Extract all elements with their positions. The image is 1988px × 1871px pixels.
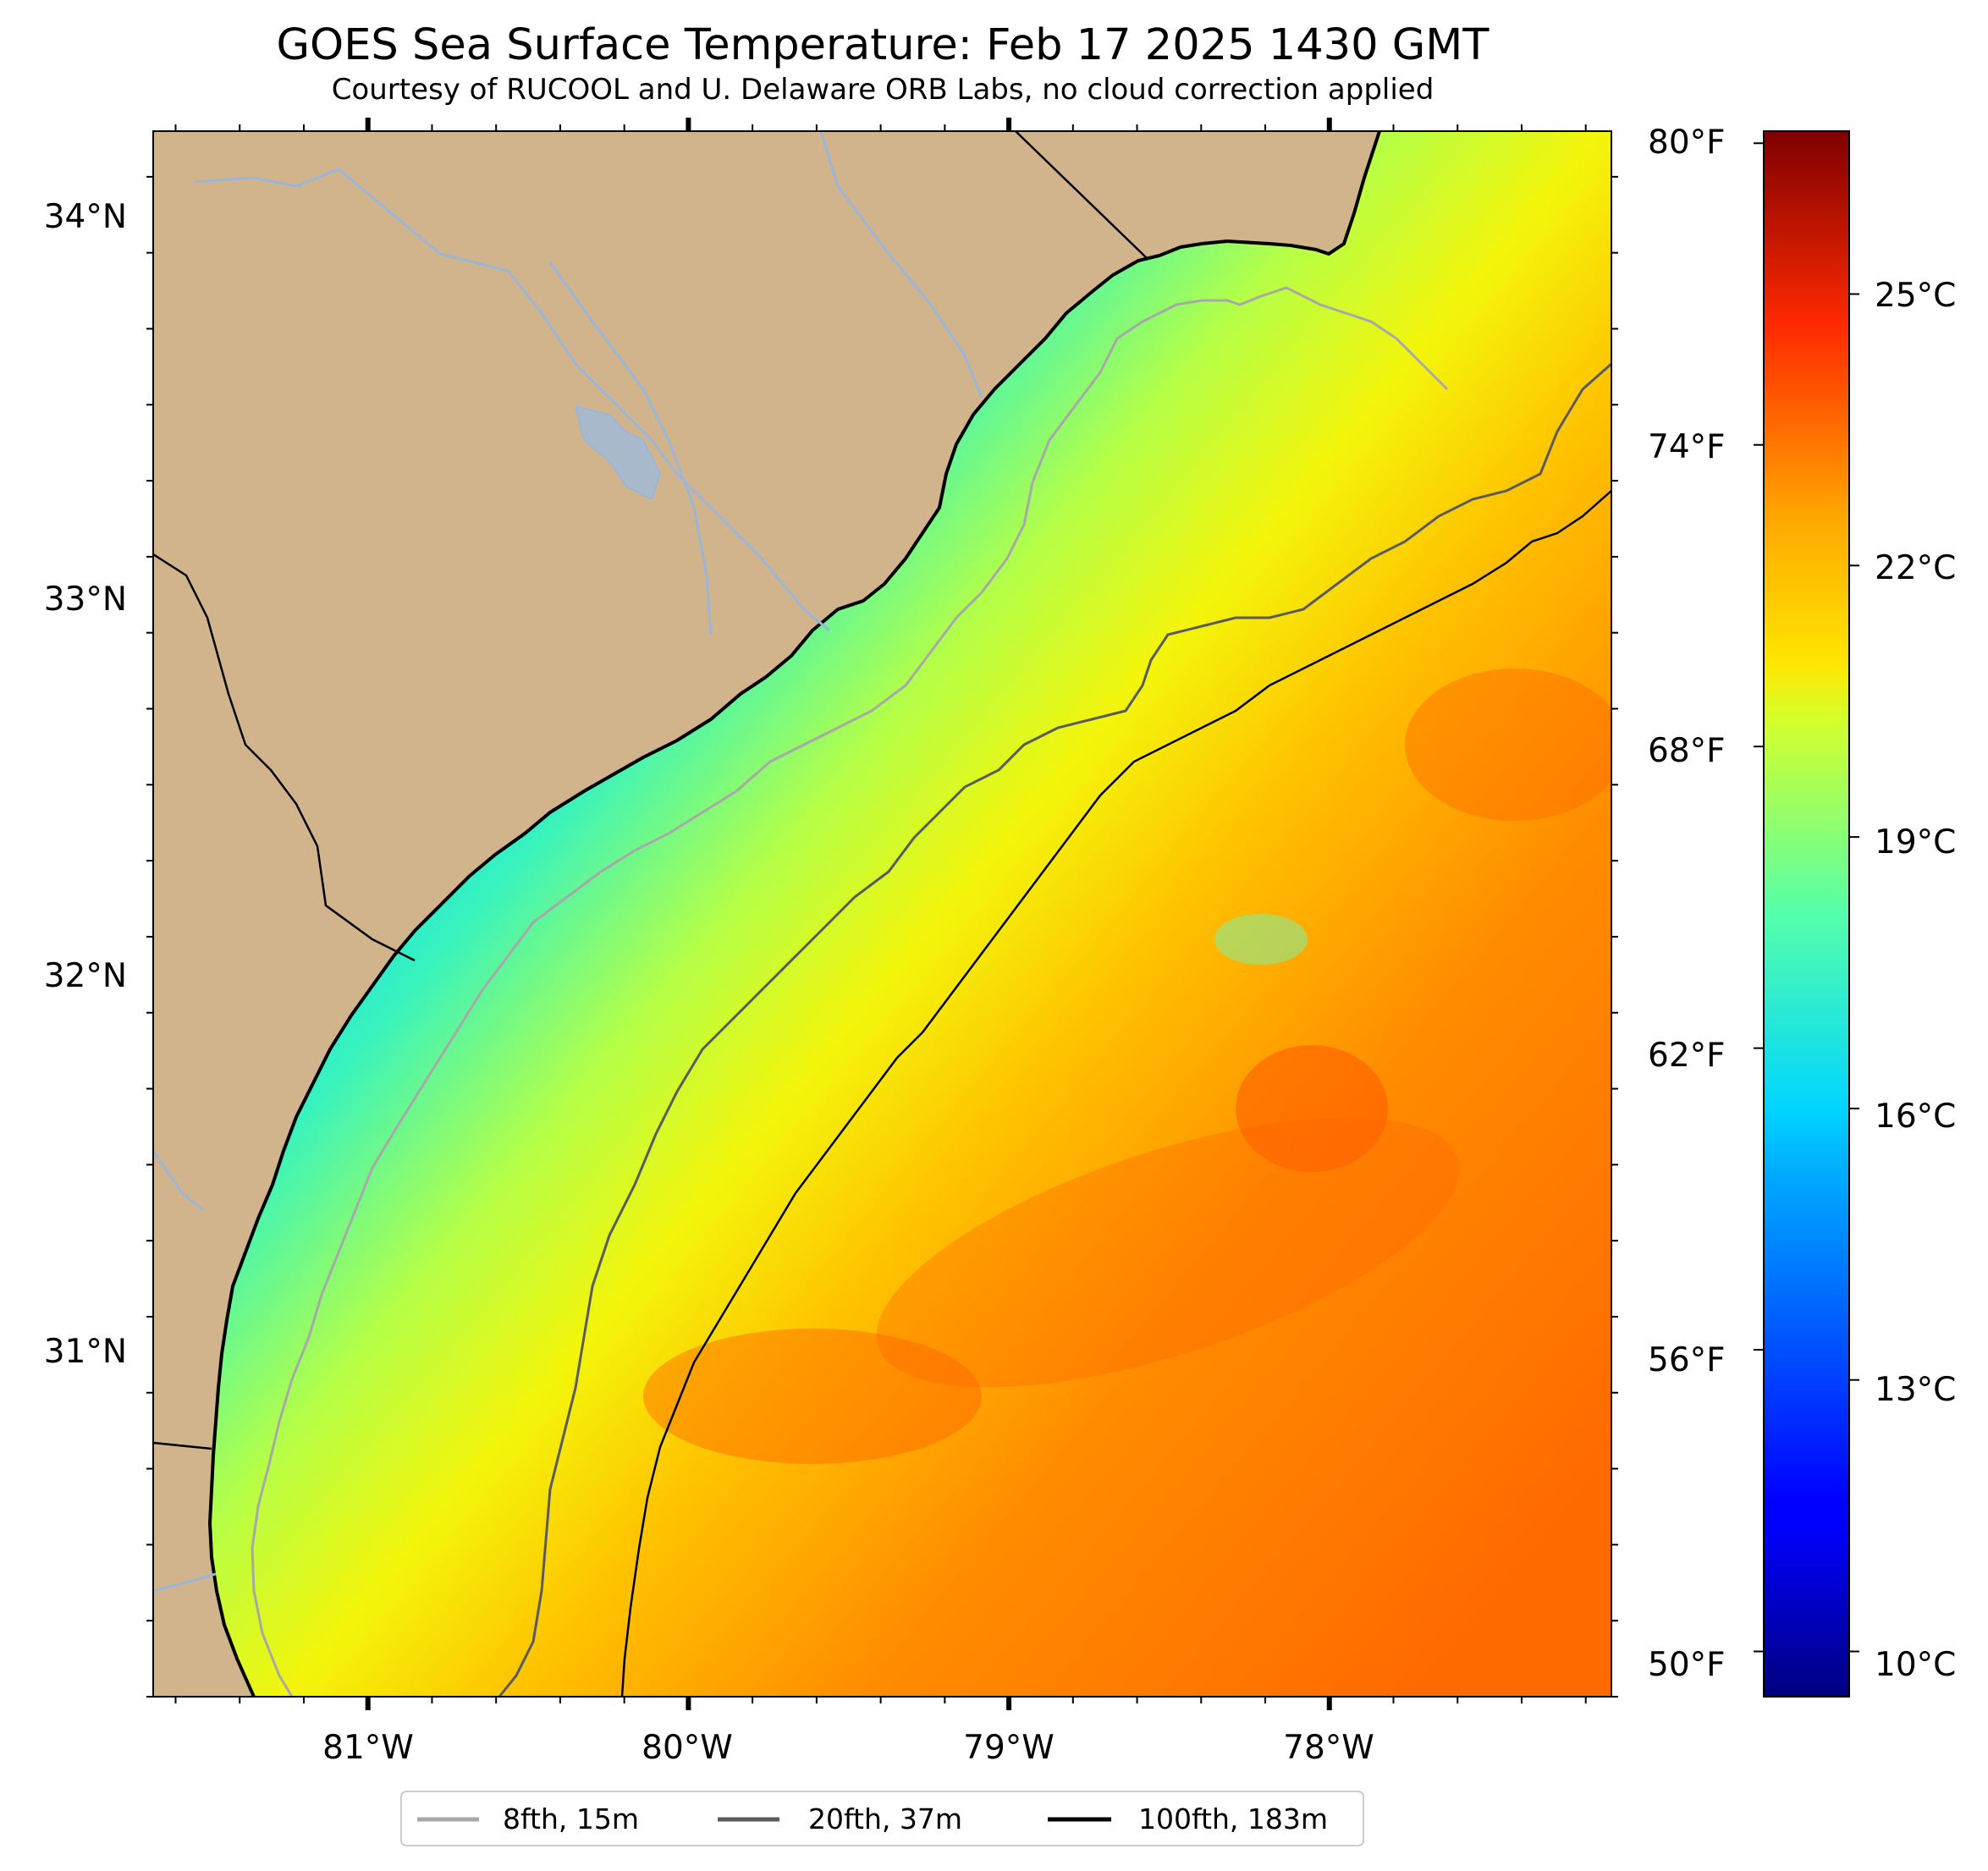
legend-label-20fth: 20fth, 37m (808, 1802, 962, 1835)
lat-label-34: 34°N (44, 198, 127, 236)
river (153, 1572, 217, 1593)
celsius-labels: 25°C 22°C 19°C 16°C 13°C 10°C (1875, 277, 1956, 1684)
c-label-25: 25°C (1875, 277, 1956, 315)
lon-label-79: 79°W (963, 1729, 1055, 1767)
f-label-50: 50°F (1648, 1646, 1726, 1684)
c-label-16: 16°C (1875, 1098, 1956, 1136)
f-label-68: 68°F (1648, 732, 1726, 770)
state-boundary-nc-sc (1015, 131, 1148, 259)
isobath-100fth (620, 490, 1611, 1697)
lat-label-32: 32°N (44, 957, 127, 995)
isobath-20fth (498, 362, 1611, 1697)
south-warm (643, 1329, 982, 1464)
f-label-74: 74°F (1648, 428, 1726, 466)
lon-label-78: 78°W (1283, 1729, 1374, 1767)
river (153, 1150, 204, 1212)
lon-label-81: 81°W (322, 1729, 414, 1767)
legend: 8fth, 15m 20fth, 37m 100fth, 183m (400, 1791, 1364, 1846)
lat-tick-labels: 34°N 33°N 32°N 31°N (44, 198, 127, 1371)
warm-band-east (1405, 669, 1611, 821)
f-label-62: 62°F (1648, 1037, 1726, 1075)
river (819, 131, 983, 399)
colorbar-ticks (1754, 142, 1859, 1653)
state-boundary-sc-ga (153, 553, 416, 962)
lake (574, 404, 662, 501)
legend-label-100fth: 100fth, 183m (1138, 1802, 1328, 1835)
coastline (207, 131, 1381, 1697)
c-label-13: 13°C (1875, 1371, 1956, 1409)
c-label-19: 19°C (1875, 823, 1956, 861)
state-boundary-ga-fl (153, 1441, 212, 1450)
legend-label-8fth: 8fth, 15m (503, 1802, 639, 1835)
f-label-80: 80°F (1648, 124, 1726, 162)
land (153, 131, 1379, 1697)
warm-band (876, 1117, 1460, 1388)
colorbar (1763, 130, 1850, 1698)
f-label-56: 56°F (1648, 1341, 1726, 1379)
c-label-10: 10°C (1875, 1646, 1956, 1684)
lon-label-80: 80°W (642, 1729, 733, 1767)
cool-filament (1214, 914, 1308, 965)
map-ticks (146, 118, 1618, 1710)
chart-subtitle: Courtesy of RUCOOL and U. Delaware ORB L… (332, 73, 1435, 107)
isobath-8fth (251, 286, 1449, 1697)
fahrenheit-labels: 80°F 74°F 68°F 62°F 56°F 50°F (1648, 124, 1726, 1684)
lon-tick-labels: 81°W 80°W 79°W 78°W (322, 1729, 1374, 1767)
warm-eddy (1236, 1045, 1388, 1172)
chart-title: GOES Sea Surface Temperature: Feb 17 202… (277, 20, 1490, 70)
c-label-22: 22°C (1875, 549, 1956, 587)
lat-label-33: 33°N (44, 581, 127, 619)
map-frame (152, 130, 1612, 1698)
legend-box (400, 1791, 1364, 1846)
lat-label-31: 31°N (44, 1333, 127, 1371)
river (194, 168, 830, 632)
river (548, 261, 713, 636)
map-area (153, 131, 1611, 1697)
